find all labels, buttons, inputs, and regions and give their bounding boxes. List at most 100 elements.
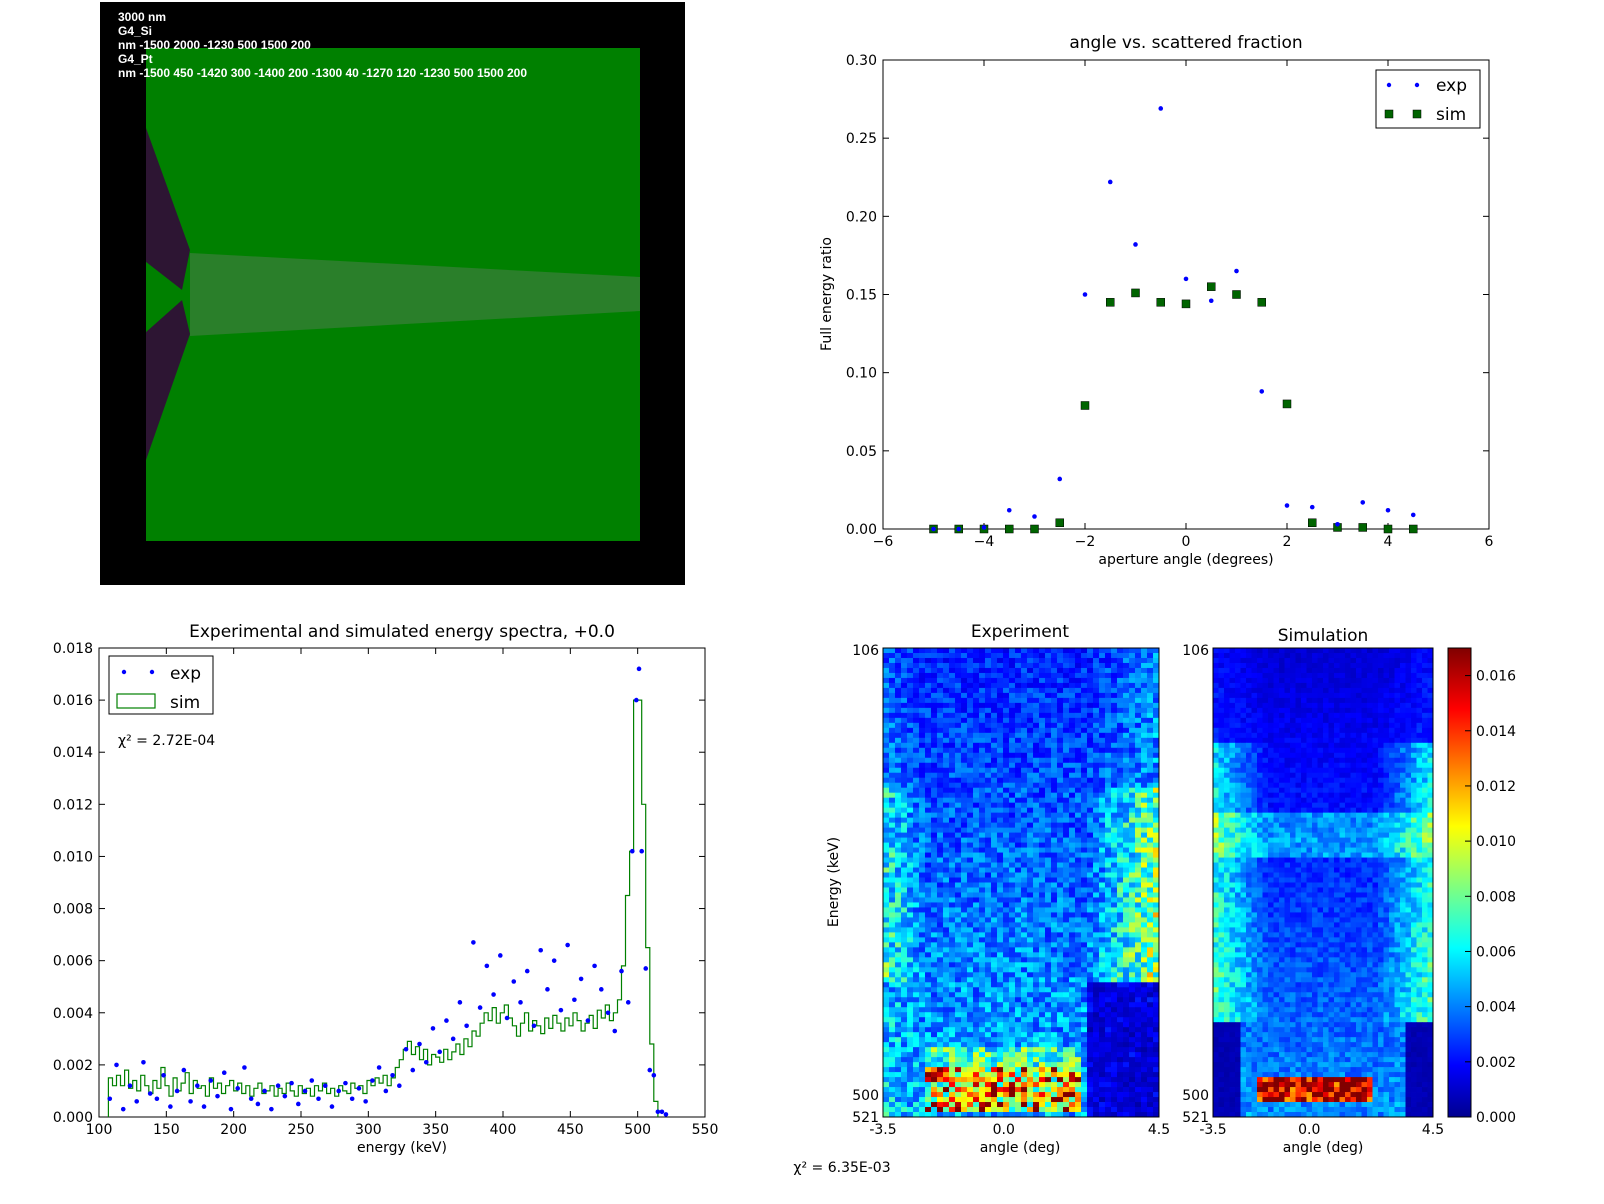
heatmap-cell	[1129, 927, 1136, 933]
heatmap-cell	[961, 982, 968, 988]
heatmap-cell	[1063, 1087, 1070, 1093]
heatmap-cell	[937, 1022, 944, 1028]
heatmap-cell	[1039, 842, 1046, 848]
heatmap-cell	[1129, 802, 1136, 809]
heatmap-cell	[895, 1012, 902, 1018]
heatmap-cell	[937, 812, 944, 819]
heatmap-cell	[1235, 692, 1241, 699]
heatmap-cell	[973, 897, 980, 903]
heatmap-cell	[1141, 987, 1148, 993]
heatmap-cell	[961, 952, 968, 958]
heatmap-cell	[1093, 802, 1100, 809]
heatmap-cell	[973, 727, 980, 734]
heatmap-cell	[937, 982, 944, 988]
heatmap-cell	[1039, 812, 1046, 819]
heatmap-cell	[1312, 657, 1318, 664]
heatmap-cell	[985, 1052, 992, 1058]
heatmap-cell	[1063, 1067, 1070, 1073]
heatmap-cell	[961, 912, 968, 918]
heatmap-cell	[883, 932, 890, 938]
heatmap-cell	[1123, 652, 1130, 659]
heatmap-cell	[913, 787, 920, 794]
heatmap-cell	[1015, 1087, 1022, 1093]
heatmap-cell	[1251, 677, 1258, 684]
heatmap-cell	[895, 697, 902, 704]
sim-marker	[1232, 290, 1241, 299]
heatmap-cell	[889, 777, 896, 784]
heatmap-cell	[943, 807, 950, 814]
heatmap-cell	[973, 657, 980, 664]
heatmap-cell	[1057, 792, 1064, 799]
heatmap-cell	[907, 677, 914, 684]
heatmap-cell	[1129, 817, 1136, 824]
heatmap-cell	[1213, 662, 1219, 669]
heatmap-cell	[1105, 882, 1112, 888]
heatmap-cell	[1123, 802, 1130, 809]
heatmap-cell	[1117, 927, 1124, 933]
heatmap-cell	[1039, 867, 1046, 873]
heatmap-cell	[949, 667, 956, 674]
heatmap-cell	[907, 737, 914, 744]
heatmap-cell	[1301, 667, 1307, 674]
heatmap-cell	[931, 1062, 938, 1068]
heatmap-cell	[1069, 782, 1076, 789]
heatmap-cell	[967, 1032, 974, 1038]
heatmap-cell	[1045, 802, 1052, 809]
heatmap-cell	[985, 952, 992, 958]
heatmap-cell	[1069, 882, 1076, 888]
heatmap-cell	[985, 962, 992, 968]
heatmap-cell	[961, 797, 968, 804]
heatmap-cell	[1057, 1067, 1064, 1073]
heatmap-cell	[1378, 672, 1384, 679]
heatmap-cell	[1075, 997, 1082, 1003]
heatmap-cell	[955, 952, 962, 958]
heatmap-cell	[1284, 687, 1291, 694]
heatmap-cell	[1087, 1047, 1094, 1053]
exp-point	[1208, 298, 1214, 304]
heatmap-cell	[925, 742, 932, 749]
heatmap-cell	[1087, 1032, 1094, 1038]
heatmap-cell	[919, 1012, 926, 1018]
exp-point	[498, 953, 503, 958]
heatmap-cell	[1427, 667, 1434, 674]
heatmap-cell	[1057, 817, 1064, 824]
heatmap-cell	[985, 752, 992, 759]
heatmap-cell	[1141, 1002, 1148, 1008]
heatmap-cell	[1141, 662, 1148, 669]
heatmap-cell	[1051, 707, 1058, 714]
heatmap-cell	[1051, 792, 1058, 799]
heatmap-cell	[1117, 732, 1124, 739]
heatmap-cell	[1027, 707, 1034, 714]
heatmap-cell	[943, 917, 950, 923]
heatmap-cell	[1117, 648, 1124, 654]
heatmap-cell	[1009, 807, 1016, 814]
heatmap-cell	[1372, 677, 1379, 684]
heatmap-cell	[949, 842, 956, 848]
heatmap-cell	[919, 652, 926, 659]
heatmap-cell	[1240, 648, 1247, 654]
heatmap-cell	[1257, 682, 1263, 689]
heatmap-cell	[979, 882, 986, 888]
heatmap-cell	[1147, 972, 1154, 978]
heatmap-cell	[1051, 712, 1058, 719]
heatmap-cell	[979, 812, 986, 819]
heatmap-cell	[1015, 1062, 1022, 1068]
heatmap-cell	[937, 912, 944, 918]
heatmap-cell	[997, 747, 1004, 754]
heatmap-cell	[1105, 1012, 1112, 1018]
heatmap-cell	[1081, 1077, 1088, 1083]
heatmap-cell	[1099, 697, 1106, 704]
heatmap-cell	[895, 717, 902, 724]
heatmap-cell	[991, 962, 998, 968]
heatmap-cell	[913, 967, 920, 973]
heatmap-cell	[1117, 857, 1124, 863]
heatmap-cell	[907, 877, 914, 883]
heatmap-cell	[1087, 657, 1094, 664]
heatmap-cell	[907, 1077, 914, 1083]
heatmap-cell	[1051, 1062, 1058, 1068]
heatmap-cell	[1141, 977, 1148, 983]
heatmap-cell	[1141, 917, 1148, 923]
heatmap-cell	[931, 667, 938, 674]
heatmap-cell	[1027, 1112, 1034, 1118]
heatmap-cell	[1057, 687, 1064, 694]
